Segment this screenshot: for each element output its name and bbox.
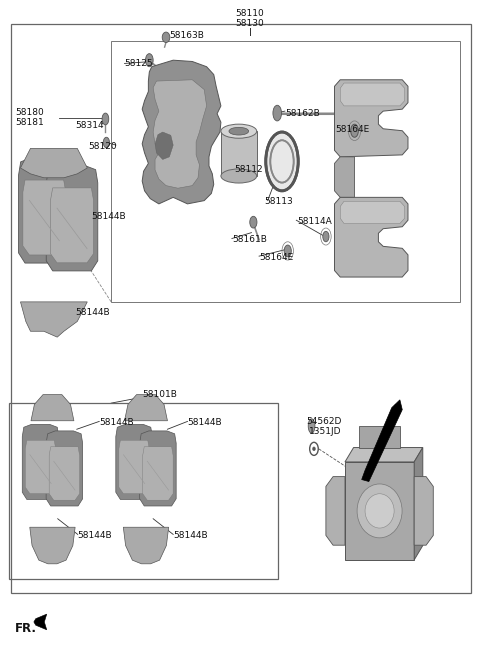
Ellipse shape (308, 419, 315, 433)
Polygon shape (21, 302, 87, 337)
Polygon shape (21, 148, 87, 178)
Text: 58181: 58181 (16, 117, 45, 127)
Text: 58144B: 58144B (78, 531, 112, 541)
Bar (9, 403, 278, 579)
Text: 54562D: 54562D (306, 417, 341, 426)
Ellipse shape (323, 232, 329, 242)
Polygon shape (22, 424, 59, 499)
Text: 58114A: 58114A (297, 217, 332, 226)
Text: 58110: 58110 (235, 9, 264, 18)
Polygon shape (335, 80, 408, 157)
Polygon shape (124, 395, 168, 420)
Ellipse shape (145, 54, 153, 67)
Polygon shape (25, 440, 56, 494)
Polygon shape (345, 462, 414, 560)
Polygon shape (340, 83, 405, 106)
Text: FR.: FR. (15, 622, 37, 635)
Ellipse shape (273, 105, 281, 121)
Ellipse shape (103, 137, 109, 148)
Polygon shape (326, 477, 345, 545)
Polygon shape (140, 431, 176, 506)
Polygon shape (30, 527, 75, 564)
Text: 58113: 58113 (264, 197, 293, 207)
Text: 58120: 58120 (88, 142, 117, 151)
Polygon shape (143, 447, 173, 501)
Ellipse shape (357, 484, 402, 538)
Ellipse shape (229, 127, 249, 135)
Polygon shape (119, 440, 149, 494)
Text: 58144B: 58144B (188, 419, 222, 427)
Text: 58163B: 58163B (169, 31, 204, 40)
Ellipse shape (351, 124, 359, 137)
Text: 58180: 58180 (16, 108, 45, 117)
Text: 58144B: 58144B (91, 213, 126, 222)
Polygon shape (335, 197, 408, 277)
Ellipse shape (266, 132, 298, 191)
Polygon shape (335, 157, 355, 197)
Polygon shape (155, 132, 173, 159)
Ellipse shape (312, 447, 315, 451)
Ellipse shape (221, 124, 257, 138)
Polygon shape (123, 527, 168, 564)
Ellipse shape (284, 245, 291, 256)
Polygon shape (359, 426, 400, 447)
Polygon shape (49, 447, 80, 501)
Polygon shape (50, 188, 94, 263)
Polygon shape (116, 424, 152, 499)
Polygon shape (142, 60, 221, 204)
Text: 58130: 58130 (235, 19, 264, 28)
Polygon shape (34, 614, 47, 630)
Polygon shape (23, 180, 66, 255)
Polygon shape (345, 447, 423, 462)
Ellipse shape (102, 113, 109, 125)
Ellipse shape (221, 169, 257, 183)
Text: 58144B: 58144B (173, 531, 208, 541)
Polygon shape (31, 395, 74, 420)
Polygon shape (414, 477, 433, 545)
Polygon shape (414, 447, 423, 560)
Polygon shape (221, 131, 257, 176)
Text: 1351JD: 1351JD (309, 426, 342, 436)
Polygon shape (153, 80, 206, 188)
Bar (11, 24, 471, 592)
Text: 58112: 58112 (234, 165, 263, 174)
Ellipse shape (250, 216, 257, 228)
Text: 58314: 58314 (75, 121, 104, 130)
Text: 58162B: 58162B (285, 110, 320, 118)
Text: 58144B: 58144B (99, 419, 134, 427)
Polygon shape (19, 158, 70, 263)
Ellipse shape (365, 494, 394, 528)
Text: 58125: 58125 (124, 59, 153, 68)
Text: 58164E: 58164E (336, 125, 370, 134)
Polygon shape (340, 201, 405, 224)
Text: 58144B: 58144B (75, 308, 110, 317)
Ellipse shape (162, 32, 170, 43)
Bar (111, 41, 459, 302)
Text: 58161B: 58161B (232, 236, 267, 244)
Text: 58164E: 58164E (259, 253, 293, 262)
Polygon shape (362, 400, 402, 482)
Polygon shape (46, 165, 98, 271)
Polygon shape (46, 431, 83, 506)
Text: 58101B: 58101B (142, 390, 177, 399)
